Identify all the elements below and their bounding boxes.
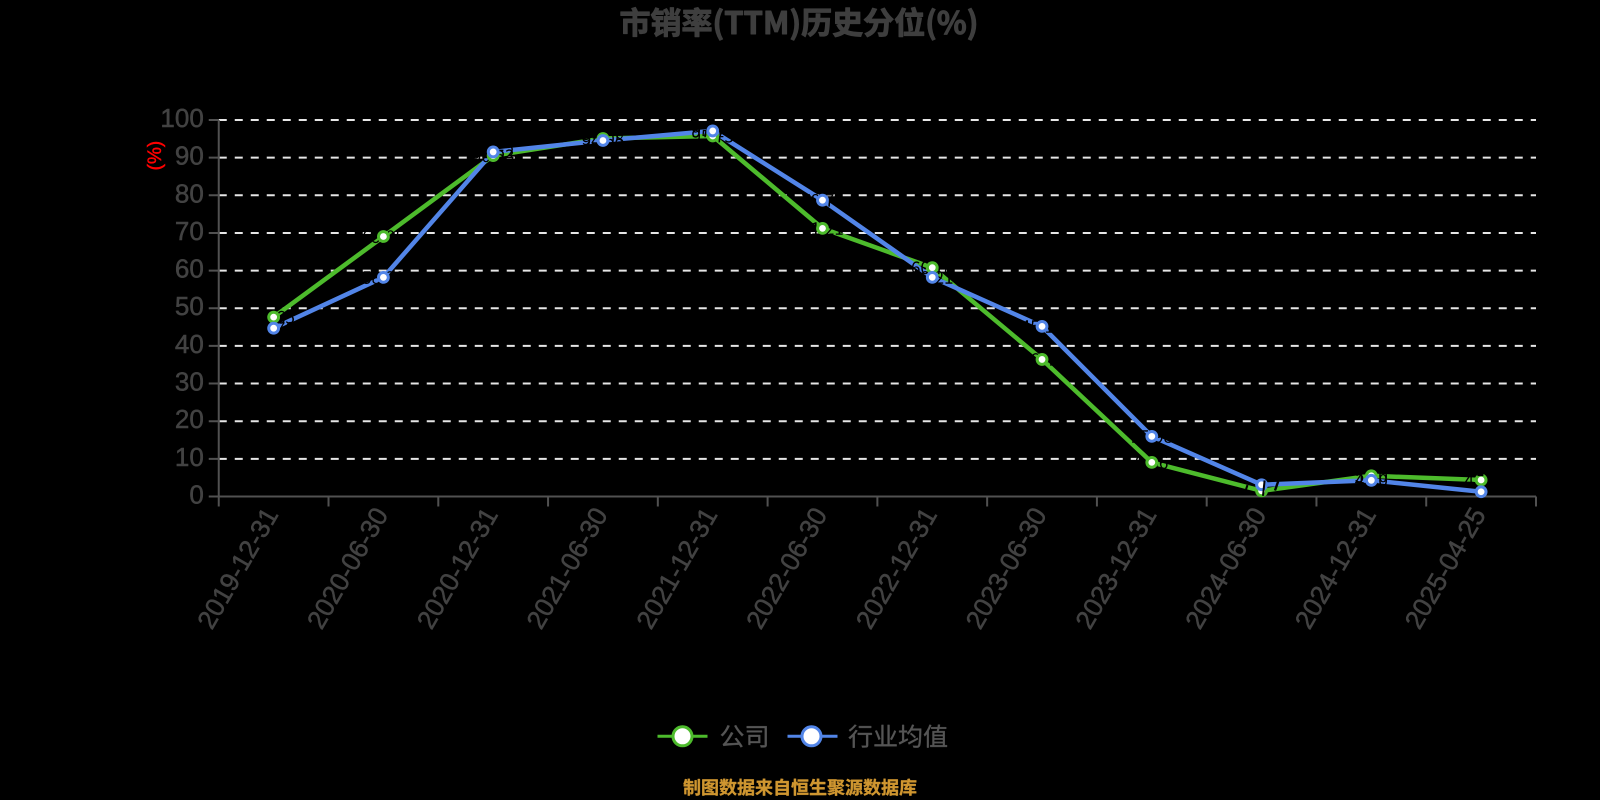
svg-text:(%): (%) xyxy=(145,141,166,171)
svg-text:90: 90 xyxy=(175,141,204,171)
svg-text:80: 80 xyxy=(175,178,204,208)
svg-text:20: 20 xyxy=(175,404,204,434)
svg-text:30: 30 xyxy=(175,367,204,397)
svg-text:50: 50 xyxy=(175,291,204,321)
svg-text:0: 0 xyxy=(189,480,203,510)
svg-text:100: 100 xyxy=(160,103,203,133)
svg-text:40: 40 xyxy=(175,329,204,359)
svg-text:70: 70 xyxy=(175,216,204,246)
svg-text:60: 60 xyxy=(175,254,204,284)
svg-text:10: 10 xyxy=(175,442,204,472)
